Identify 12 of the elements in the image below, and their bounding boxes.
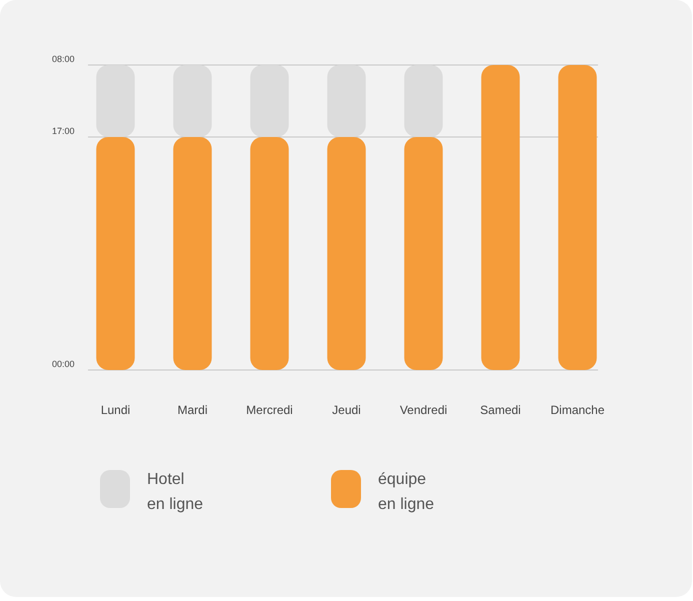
x-tick-label: Lundi — [100, 403, 130, 417]
x-tick-label: Mardi — [177, 403, 208, 417]
x-tick-label: Jeudi — [332, 403, 361, 417]
text: 17:00 — [52, 126, 75, 136]
text: 08:00 — [52, 54, 75, 64]
legend-label: équipe en ligne — [378, 471, 434, 513]
x-tick-label: Mercredi — [246, 403, 293, 417]
legend-label: Hotel en ligne — [147, 471, 204, 513]
text: 00:00 — [52, 359, 75, 369]
x-tick-label: Samedi — [480, 403, 521, 417]
x-tick-label: Dimanche — [550, 403, 605, 417]
x-tick-label: Vendredi — [400, 403, 448, 417]
